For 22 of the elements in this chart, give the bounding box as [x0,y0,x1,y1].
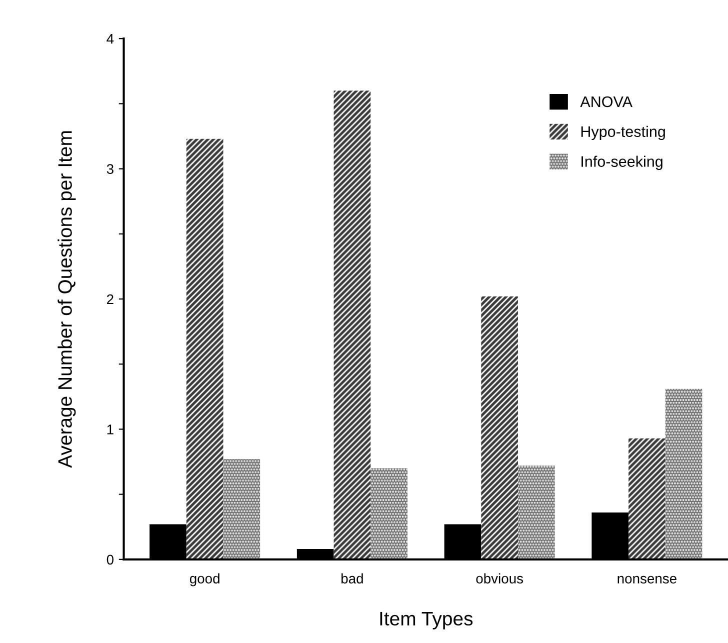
y-tick-label: 1 [107,424,114,434]
legend-label: Info-seeking [582,156,662,170]
bar [628,438,666,560]
x-tick-label: bad [342,573,363,584]
x-tick-label: nonsense [618,576,676,584]
bar [186,138,224,560]
y-tick-label: 2 [107,294,114,304]
legend-label: Hypo-testing [581,126,665,140]
legend-label: ANOVA [580,96,632,108]
x-axis-title: Item Types [380,612,473,630]
bar [481,296,518,560]
y-tick-label: 3 [106,164,114,174]
bar [518,466,555,560]
bar [334,90,371,560]
bar [665,388,702,560]
bar [370,468,408,560]
x-tick-label: obvious [476,573,524,584]
y-tick-label: 4 [106,34,114,44]
y-axis-title: Average Number of Questions per Item [58,131,76,468]
y-tick-label: 0 [106,554,114,565]
x-tick-label: good [190,573,220,586]
bar [223,459,260,560]
